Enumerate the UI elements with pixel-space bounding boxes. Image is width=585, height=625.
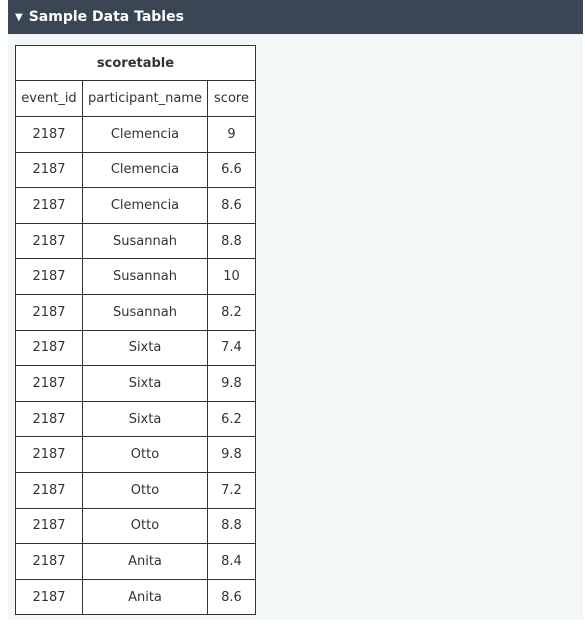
event-id-cell: 2187 — [15, 116, 83, 153]
panel-header-toggle[interactable]: ▼ Sample Data Tables — [8, 0, 583, 34]
column-header-participant-name: participant_name — [82, 80, 208, 117]
score-cell: 7.2 — [207, 471, 256, 509]
participant-name-cell: Susannah — [82, 293, 208, 331]
event-id-cell: 2187 — [15, 578, 83, 616]
participant-name-cell: Sixta — [82, 365, 208, 402]
table-row: 2187 Sixta 6.2 — [15, 400, 256, 438]
score-cell: 8.6 — [207, 187, 256, 224]
scoretable: scoretable event_id participant_name sco… — [15, 45, 256, 616]
participant-name-cell: Susannah — [82, 222, 208, 260]
column-header-score: score — [207, 80, 256, 117]
participant-name-cell: Susannah — [82, 258, 208, 295]
table-row: 2187 Otto 9.8 — [15, 436, 256, 473]
score-cell: 9 — [207, 116, 256, 153]
participant-name-cell: Otto — [82, 471, 208, 509]
event-id-cell: 2187 — [15, 543, 83, 580]
score-cell: 8.2 — [207, 293, 256, 331]
event-id-cell: 2187 — [15, 293, 83, 331]
participant-name-cell: Clemencia — [82, 151, 208, 189]
participant-name-cell: Otto — [82, 507, 208, 545]
event-id-cell: 2187 — [15, 151, 83, 189]
table-row: 2187 Susannah 10 — [15, 258, 256, 295]
event-id-cell: 2187 — [15, 400, 83, 438]
table-container: scoretable event_id participant_name sco… — [15, 45, 258, 625]
table-row: 2187 Clemencia 6.6 — [15, 151, 256, 189]
score-cell: 9.8 — [207, 436, 256, 473]
caret-down-icon: ▼ — [15, 11, 23, 23]
participant-name-cell: Clemencia — [82, 116, 208, 153]
participant-name-cell: Otto — [82, 436, 208, 473]
table-row: 2187 Clemencia 8.6 — [15, 187, 256, 224]
table-row: 2187 Otto 8.8 — [15, 507, 256, 545]
participant-name-cell: Anita — [82, 578, 208, 616]
event-id-cell: 2187 — [15, 471, 83, 509]
event-id-cell: 2187 — [15, 222, 83, 260]
event-id-cell: 2187 — [15, 507, 83, 545]
panel-title: Sample Data Tables — [28, 9, 184, 25]
score-cell: 6.2 — [207, 400, 256, 438]
table-row: 2187 Sixta 7.4 — [15, 329, 256, 367]
participant-name-cell: Sixta — [82, 400, 208, 438]
score-cell: 8.8 — [207, 222, 256, 260]
table-row: 2187 Susannah 8.2 — [15, 293, 256, 331]
score-cell: 8.4 — [207, 543, 256, 580]
event-id-cell: 2187 — [15, 329, 83, 367]
column-header-event-id: event_id — [15, 80, 83, 117]
table-row: 2187 Susannah 8.8 — [15, 222, 256, 260]
score-cell: 8.8 — [207, 507, 256, 545]
table-body: 2187 Clemencia 9 2187 Clemencia 6.6 2187 Clemen… — [15, 116, 256, 616]
event-id-cell: 2187 — [15, 258, 83, 295]
table-row: 2187 Otto 7.2 — [15, 471, 256, 509]
table-row: 2187 Anita 8.4 — [15, 543, 256, 580]
score-cell: 10 — [207, 258, 256, 295]
event-id-cell: 2187 — [15, 436, 83, 473]
event-id-cell: 2187 — [15, 365, 83, 402]
event-id-cell: 2187 — [15, 187, 83, 224]
score-cell: 7.4 — [207, 329, 256, 367]
score-cell: 6.6 — [207, 151, 256, 189]
table-row: 2187 Sixta 9.8 — [15, 365, 256, 402]
score-cell: 8.6 — [207, 578, 256, 616]
participant-name-cell: Anita — [82, 543, 208, 580]
table-caption: scoretable — [15, 45, 256, 81]
table-row: 2187 Anita 8.6 — [15, 578, 256, 616]
sample-data-panel: ▼ Sample Data Tables scoretable event_id… — [8, 0, 583, 620]
table-row: 2187 Clemencia 9 — [15, 116, 256, 153]
participant-name-cell: Clemencia — [82, 187, 208, 224]
participant-name-cell: Sixta — [82, 329, 208, 367]
score-cell: 9.8 — [207, 365, 256, 402]
